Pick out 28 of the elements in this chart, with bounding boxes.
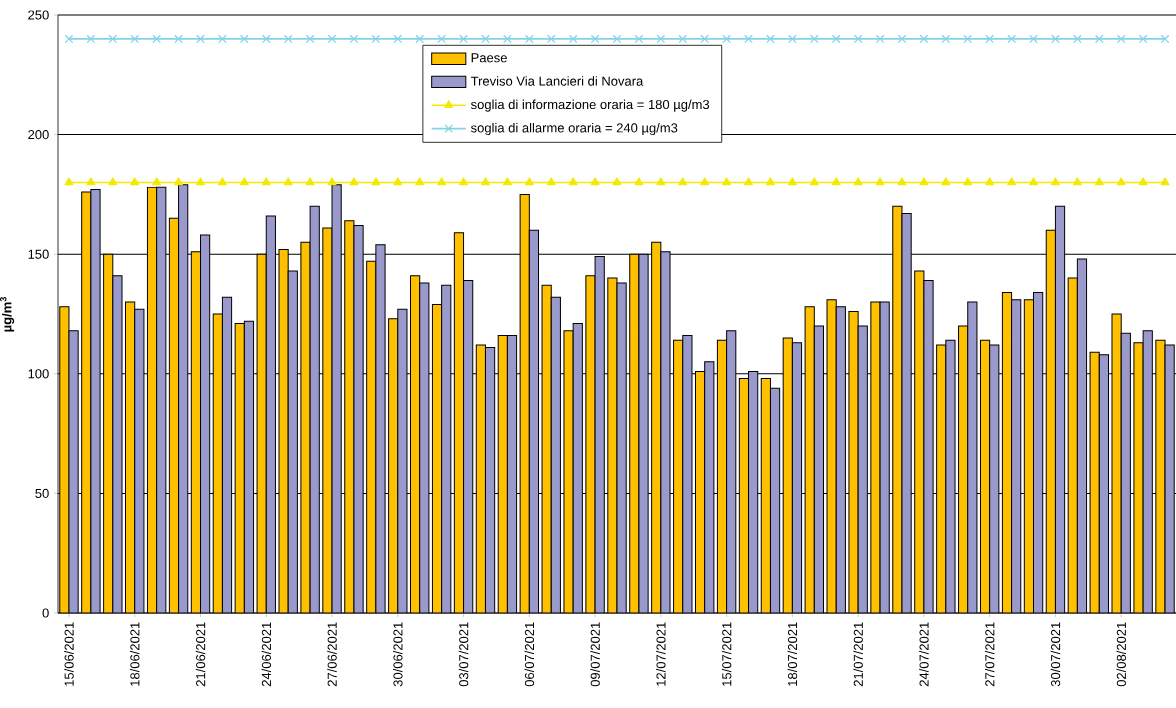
y-tick-label: 0 — [42, 608, 49, 618]
legend-label: Paese — [471, 53, 507, 63]
x-tick-label: 30/07/2021 — [1050, 622, 1061, 687]
legend-label: soglia di allarme oraria = 240 µg/m3 — [470, 122, 678, 136]
x-tick-label: 21/06/2021 — [195, 622, 206, 687]
x-tick-label: 18/06/2021 — [129, 622, 140, 686]
x-tick-label: 09/07/2021 — [590, 622, 600, 687]
x-tick-label: 12/07/2021 — [656, 622, 666, 686]
x-tick-label: 24/06/2021 — [261, 622, 272, 687]
x-tick-label: 18/07/2021 — [787, 622, 798, 686]
x-tick-label: 03/07/2021 — [458, 622, 469, 687]
legend-label: soglia di informazione oraria = 180 µg/m3 — [470, 99, 710, 112]
y-tick-label: 250 — [28, 10, 49, 20]
x-tick-label: 27/07/2021 — [984, 622, 995, 687]
x-tick-label: 15/06/2021 — [64, 622, 74, 686]
x-tick-label: 24/07/2021 — [919, 622, 929, 687]
x-tick-label: 21/07/2021 — [853, 622, 863, 687]
legend-label: Treviso Via Lancieri di Novara — [470, 76, 644, 86]
y-tick-label: 50 — [35, 488, 49, 498]
x-tick-label: 06/07/2021 — [524, 622, 535, 687]
y-tick-label: 100 — [28, 369, 49, 379]
x-tick-label: 02/08/2021 — [1116, 622, 1126, 687]
x-tick-label: 30/06/2021 — [393, 622, 403, 687]
x-tick-label: 27/06/2021 — [327, 622, 337, 687]
y-tick-label: 150 — [28, 249, 49, 259]
x-tick-label: 15/07/2021 — [721, 622, 732, 686]
y-axis-title: µg/m$^{3}$ — [0, 296, 15, 332]
y-tick-label: 200 — [28, 130, 49, 140]
